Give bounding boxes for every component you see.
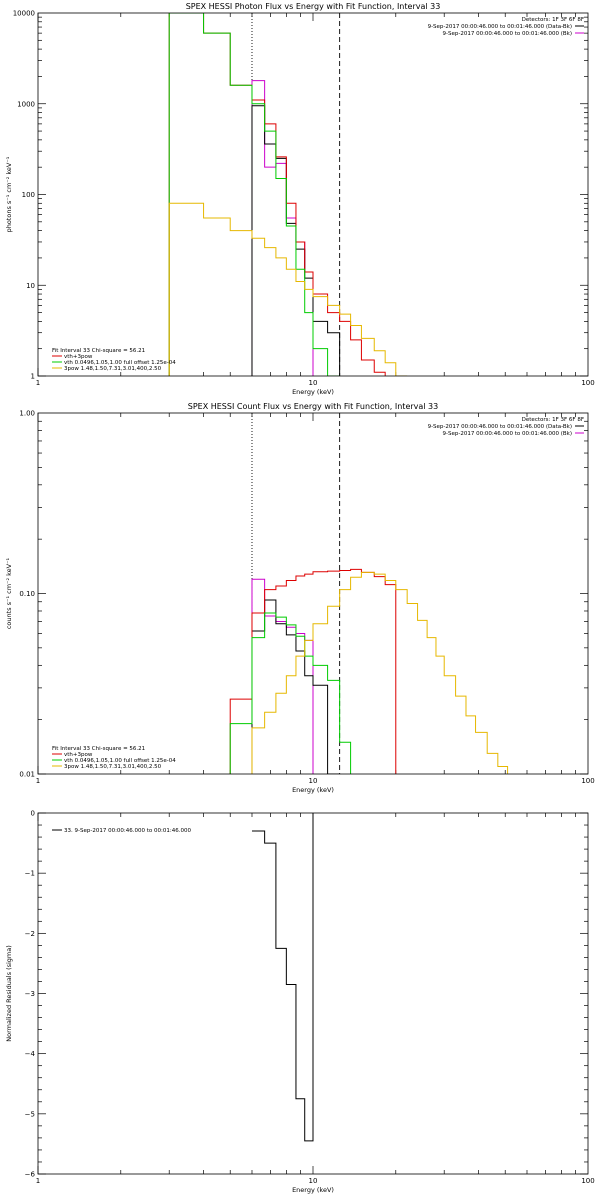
x-tick-label: 10 [309, 1177, 318, 1185]
series-line-1 [251, 578, 314, 774]
legend-entry: 33. 9-Sep-2017 00:00:46.000 to 00:01:46.… [64, 828, 191, 834]
y-axis-label: Normalized Residuals (sigma) [5, 945, 13, 1042]
y-tick-label: −4 [25, 1050, 36, 1058]
y-axis-label: photons s⁻¹ cm⁻² keV⁻¹ [5, 156, 13, 232]
plot-frame [37, 812, 589, 1175]
series-line-1 [251, 813, 314, 1142]
y-tick-label: 0.01 [19, 771, 35, 779]
y-tick-label: 100 [22, 191, 35, 199]
header-line: 9-Sep-2017 00:00:46.000 to 00:01:46.000 … [428, 24, 572, 30]
y-tick-label: 1 [31, 373, 35, 381]
y-tick-label: 0 [31, 810, 35, 818]
y-tick-label: 0.10 [19, 590, 35, 598]
panel-3: 1 10 100 −6 −5 −4 −3 −2 −1 0 Energy (keV) Normalize… [5, 810, 595, 1195]
x-axis-label: Energy (keV) [292, 1186, 334, 1194]
header-line: Detectors: 1F 3F 6F 8F [522, 417, 584, 423]
legend-entry: vth 0.0496,1.05,1.00 full offset 1.25e-0… [64, 758, 176, 764]
x-axis-label: Energy (keV) [292, 786, 334, 794]
legend-entry: Fit Interval 33 Chi-square = 56.21 [52, 348, 145, 354]
panel-2: SPEX HESSI Count Flux vs Energy with Fit… [5, 402, 595, 794]
y-tick-label: −6 [25, 1171, 36, 1179]
y-tick-label: −1 [25, 870, 35, 878]
legend-entry: vth 0.0496,1.05,1.00 full offset 1.25e-0… [64, 360, 176, 366]
y-tick-label: 10 [26, 282, 35, 290]
x-tick-label: 1 [36, 777, 40, 785]
y-tick-label: 1000 [17, 100, 35, 108]
series-line-1 [251, 80, 314, 376]
x-axis-label: Energy (keV) [292, 388, 334, 396]
header-line: 9-Sep-2017 00:00:46.000 to 00:01:46.000 … [428, 424, 572, 430]
x-tick-label: 1 [36, 1177, 40, 1185]
plot-frame [37, 12, 589, 377]
plot-frame [37, 412, 589, 775]
x-tick-label: 100 [581, 379, 594, 387]
x-tick-label: 10 [309, 777, 318, 785]
series-line-4 [229, 612, 352, 774]
x-tick-label: 100 [581, 777, 594, 785]
legend-entry: vth+3pow [64, 354, 93, 360]
x-tick-label: 10 [309, 379, 318, 387]
y-tick-label: −2 [25, 930, 35, 938]
y-tick-label: −5 [25, 1110, 35, 1118]
chart-title: SPEX HESSI Photon Flux vs Energy with Fi… [186, 2, 441, 11]
panel-1: SPEX HESSI Photon Flux vs Energy with Fi… [5, 2, 595, 396]
legend-entry: vth+3pow [64, 752, 93, 758]
y-axis-label: counts s⁻¹ cm⁻² keV⁻¹ [5, 557, 13, 629]
x-tick-label: 100 [581, 1177, 594, 1185]
series-line-5 [251, 571, 520, 774]
legend-entry: 3pow 1.48,1.50,7.31,3.01,400,2.50 [64, 366, 162, 372]
y-tick-label: −3 [25, 990, 35, 998]
legend-entry: 3pow 1.48,1.50,7.31,3.01,400,2.50 [64, 764, 162, 770]
y-tick-label: 10000 [13, 10, 35, 18]
header-line: Detectors: 1F 3F 6F 8F [522, 17, 584, 23]
y-tick-label: 1.00 [19, 410, 35, 418]
x-tick-label: 1 [36, 379, 40, 387]
header-line: 9-Sep-2017 00:00:46.000 to 00:01:46.000 … [443, 31, 573, 37]
header-line: 9-Sep-2017 00:00:46.000 to 00:01:46.000 … [443, 431, 573, 437]
series-line-5 [168, 202, 408, 376]
legend-entry: Fit Interval 33 Chi-square = 56.21 [52, 746, 145, 752]
chart-title: SPEX HESSI Count Flux vs Energy with Fit… [188, 402, 439, 411]
series-line-4 [168, 13, 340, 376]
